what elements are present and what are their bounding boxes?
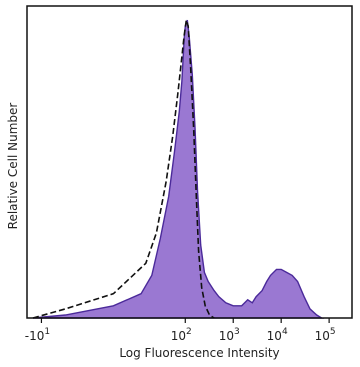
x-tick-label: 104 [267, 327, 288, 343]
x-axis-title: Log Fluorescence Intensity [119, 346, 279, 360]
y-axis-title: Relative Cell Number [6, 103, 20, 230]
stained-histogram-area [32, 19, 325, 319]
x-tick-label: -101 [25, 327, 50, 343]
x-tick-label: 102 [171, 327, 192, 343]
x-axis-ticks: -101 102 103 104 105 [25, 318, 336, 343]
plot-frame [26, 5, 353, 319]
plot-area [32, 19, 325, 319]
x-tick-label: 103 [219, 327, 240, 343]
x-tick-label: 105 [315, 327, 336, 343]
